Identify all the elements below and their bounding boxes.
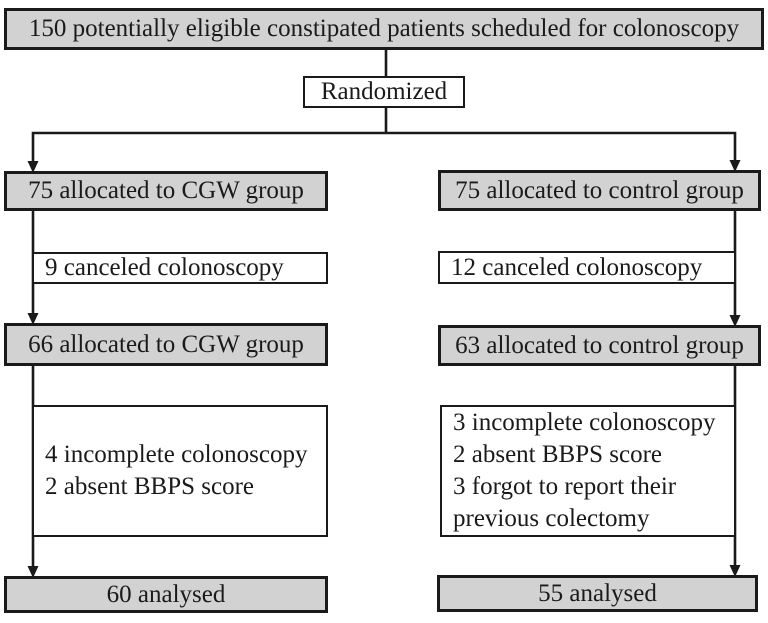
control-allocated-label: 75 allocated to control group	[455, 176, 744, 204]
box-control-after-cancel: 63 allocated to control group	[438, 325, 761, 366]
cgw-exclusion-line: 2 absent BBPS score	[45, 473, 255, 500]
cgw-exclusion-line: 4 incomplete colonoscopy	[45, 441, 308, 468]
box-control-analysed: 55 analysed	[437, 575, 758, 612]
box-control-allocated: 75 allocated to control group	[438, 170, 761, 211]
arrowhead-control-allocated	[729, 160, 741, 172]
control-exclusion-line: previous colectomy	[453, 505, 650, 532]
cgw-after-cancel-label: 66 allocated to CGW group	[28, 330, 304, 358]
box-cgw-canceled: 9 canceled colonoscopy	[32, 252, 328, 284]
box-control-exclusions: 3 incomplete colonoscopy 2 absent BBPS s…	[440, 405, 736, 537]
box-cgw-allocated: 75 allocated to CGW group	[4, 171, 328, 211]
box-control-canceled: 12 canceled colonoscopy	[438, 251, 736, 284]
control-exclusion-line: 3 incomplete colonoscopy	[453, 409, 716, 436]
control-analysed-label: 55 analysed	[538, 579, 657, 607]
arrowhead-control-after-cancel	[729, 315, 741, 327]
branch-line	[31, 131, 737, 163]
arrowhead-control-analysed	[729, 565, 741, 577]
box-cgw-exclusions: 4 incomplete colonoscopy 2 absent BBPS s…	[32, 405, 328, 537]
control-exclusion-line: 2 absent BBPS score	[453, 441, 663, 468]
arrowhead-cgw-after-cancel	[27, 313, 39, 325]
control-after-cancel-label: 63 allocated to control group	[455, 331, 744, 359]
box-cgw-analysed: 60 analysed	[4, 576, 328, 613]
randomized-label: Randomized	[320, 78, 448, 105]
box-cgw-after-cancel: 66 allocated to CGW group	[4, 323, 328, 366]
cgw-analysed-label: 60 analysed	[106, 580, 226, 608]
eligible-patients-label: 150 potentially eligible constipated pat…	[28, 15, 740, 42]
box-randomized: Randomized	[303, 76, 465, 108]
cgw-canceled-label: 9 canceled colonoscopy	[45, 254, 284, 281]
control-exclusion-line: 3 forgot to report their	[453, 473, 677, 500]
control-canceled-label: 12 canceled colonoscopy	[451, 253, 703, 281]
arrowhead-cgw-analysed	[27, 566, 39, 578]
cgw-allocated-label: 75 allocated to CGW group	[28, 177, 304, 204]
arrowhead-cgw-allocated	[27, 161, 39, 173]
box-eligible-patients: 150 potentially eligible constipated pat…	[4, 8, 764, 50]
